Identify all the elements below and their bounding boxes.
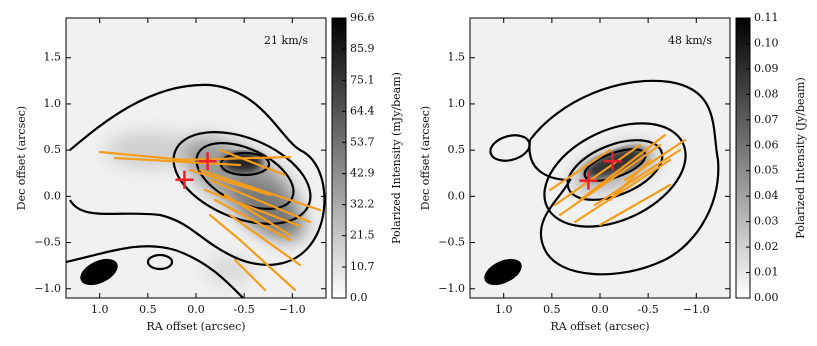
colorbar-tick-label: 0.06 bbox=[754, 138, 779, 151]
colorbar-tick-label: 64.4 bbox=[350, 104, 375, 117]
y-tick-label: 0.0 bbox=[44, 189, 62, 202]
y-axis-label: Dec offset (arcsec) bbox=[15, 106, 28, 210]
y-tick-label: 1.5 bbox=[448, 51, 466, 64]
colorbar-tick-label: 53.7 bbox=[350, 135, 375, 148]
y-tick-label: −0.5 bbox=[438, 236, 465, 249]
x-tick-label: −1.0 bbox=[279, 303, 306, 316]
panel-image bbox=[470, 18, 730, 298]
panel-image bbox=[66, 18, 326, 298]
x-tick-label: 1.0 bbox=[495, 303, 513, 316]
colorbar-tick-label: 0.07 bbox=[754, 113, 779, 126]
colorbar-tick-label: 42.9 bbox=[350, 167, 375, 180]
y-tick-label: 0.5 bbox=[448, 143, 466, 156]
y-tick-label: 1.0 bbox=[448, 97, 466, 110]
x-tick-label: 0.5 bbox=[139, 303, 157, 316]
colorbar-tick-label: 0.10 bbox=[754, 36, 779, 49]
colorbar-tick-label: 85.9 bbox=[350, 42, 375, 55]
y-tick-label: −1.0 bbox=[34, 282, 61, 295]
colorbar-label: Polarized Intensity (mJy/beam) bbox=[390, 72, 403, 244]
colorbar bbox=[331, 17, 347, 299]
colorbar-tick-label: 0.09 bbox=[754, 62, 779, 75]
colorbar-tick-label: 0.02 bbox=[754, 240, 779, 253]
y-tick-label: 0.0 bbox=[448, 189, 466, 202]
colorbar-tick-label: 10.7 bbox=[350, 260, 375, 273]
colorbar-tick-label: 0.04 bbox=[754, 189, 779, 202]
x-tick-label: 1.0 bbox=[91, 303, 109, 316]
colorbar bbox=[735, 17, 751, 299]
colorbar-tick-label: 21.5 bbox=[350, 229, 375, 242]
y-tick-label: 0.5 bbox=[44, 143, 62, 156]
colorbar-tick-label: 0.03 bbox=[754, 215, 779, 228]
y-axis-label: Dec offset (arcsec) bbox=[419, 106, 432, 210]
x-tick-label: -0.5 bbox=[234, 303, 255, 316]
colorbar-tick-label: 75.1 bbox=[350, 73, 375, 86]
colorbar-tick-label: 0.05 bbox=[754, 164, 779, 177]
colorbar-tick-label: 0.01 bbox=[754, 266, 779, 279]
x-axis-label: RA offset (arcsec) bbox=[550, 320, 649, 333]
y-tick-label: −0.5 bbox=[34, 236, 61, 249]
x-tick-label: -0.5 bbox=[638, 303, 659, 316]
marker-cross bbox=[579, 171, 598, 190]
marker-cross bbox=[175, 170, 194, 189]
colorbar-tick-label: 0.00 bbox=[754, 291, 779, 304]
x-axis-label: RA offset (arcsec) bbox=[146, 320, 245, 333]
y-tick-label: 1.5 bbox=[44, 51, 62, 64]
annotation: 48 km/s bbox=[668, 34, 712, 47]
colorbar-label: Polarized Intensity (Jy/beam) bbox=[794, 77, 807, 238]
x-tick-label: 0.0 bbox=[591, 303, 609, 316]
y-tick-label: −1.0 bbox=[438, 282, 465, 295]
x-tick-label: 0.0 bbox=[187, 303, 205, 316]
colorbar-tick-label: 0.0 bbox=[350, 291, 368, 304]
colorbar-tick-label: 96.6 bbox=[350, 11, 375, 24]
colorbar-tick-label: 0.11 bbox=[754, 11, 779, 24]
colorbar-tick-label: 32.2 bbox=[350, 198, 375, 211]
x-tick-label: −1.0 bbox=[683, 303, 710, 316]
annotation: 21 km/s bbox=[264, 34, 308, 47]
x-tick-label: 0.5 bbox=[543, 303, 561, 316]
marker-cross bbox=[603, 152, 622, 171]
marker-cross bbox=[198, 152, 217, 171]
colorbar-tick-label: 0.08 bbox=[754, 87, 779, 100]
y-tick-label: 1.0 bbox=[44, 97, 62, 110]
